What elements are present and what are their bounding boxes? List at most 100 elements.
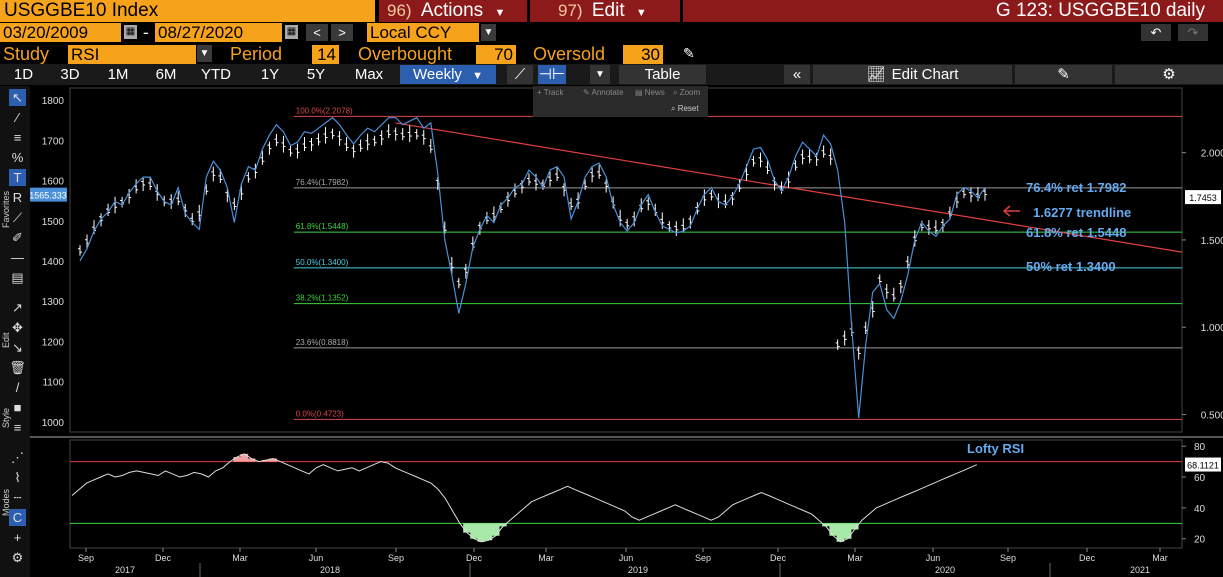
x-axis-year-label: 2019 bbox=[628, 565, 648, 575]
period-field[interactable]: 14 bbox=[312, 45, 339, 64]
left-axis-tick-label: 1600 bbox=[42, 177, 65, 188]
annotation-toolbar: ↖ ∕ ≡ % T R ⟋ ✐ — ▤ ↗ ✥ ↘ 🗑︎ / ■ ≡ ⋰ ⌇ ┄… bbox=[0, 86, 30, 577]
pencil-icon[interactable]: ✎ bbox=[683, 45, 695, 61]
zoom-button[interactable]: ⌕ Zoom bbox=[673, 88, 700, 98]
edit-pencil-icon[interactable]: ✎ bbox=[1015, 65, 1112, 84]
actions-menu[interactable]: 96) Actions ▼ bbox=[379, 0, 527, 22]
oversold-field[interactable]: 30 bbox=[623, 45, 663, 64]
start-date-field[interactable]: 03/20/2009 bbox=[0, 23, 121, 42]
bar-chart-icon[interactable]: ⊣⊢ bbox=[538, 65, 566, 84]
line-style-icon[interactable]: / bbox=[15, 380, 20, 395]
pen-icon: ✎ bbox=[583, 88, 592, 97]
right-axis-tick-label: 0.5000 bbox=[1201, 411, 1223, 422]
move-icon[interactable]: ✥ bbox=[12, 320, 23, 335]
table-button[interactable]: Table bbox=[619, 65, 706, 84]
x-axis-month-label: Jun bbox=[309, 553, 324, 563]
horizontal-line-icon[interactable]: — bbox=[11, 250, 24, 265]
chart-context-popup: + Track ✎ Annotate ▤ News ⌕ Zoom ⌕ Reset bbox=[533, 86, 708, 117]
fibonacci-tool-icon[interactable]: ≡ bbox=[13, 130, 22, 145]
reset-button[interactable]: ⌕ Reset bbox=[671, 104, 699, 114]
chart-area[interactable]: 1000 1100 1200 1300 1400 1500 1600 1700 1800 1565… bbox=[30, 86, 1223, 577]
line-weight-icon[interactable]: ≡ bbox=[13, 420, 22, 435]
edit-chart-label: Edit Chart bbox=[891, 66, 959, 83]
chevron-down-icon[interactable]: ▼ bbox=[590, 65, 610, 84]
currency-select[interactable]: Local CCY bbox=[367, 23, 479, 42]
line-chart-icon[interactable]: ⟋ bbox=[507, 65, 533, 84]
chevron-down-icon[interactable]: ▼ bbox=[481, 24, 496, 41]
track-button[interactable]: + Track bbox=[537, 88, 563, 97]
range-button-6m[interactable]: 6M bbox=[155, 66, 177, 83]
annotate-button[interactable]: ✎ Annotate bbox=[583, 88, 624, 97]
left-axis-tick-label: 1200 bbox=[42, 337, 65, 348]
chevron-down-icon: ▼ bbox=[472, 70, 483, 82]
left-axis-tick-label: 1100 bbox=[42, 378, 64, 389]
edit-chart-button[interactable]: 📈︎ Edit Chart bbox=[813, 65, 1012, 84]
ticker-field[interactable]: USGGBE10 Index bbox=[0, 0, 375, 22]
x-axis-month-label: Dec bbox=[1079, 553, 1096, 563]
dotted-line-icon[interactable]: ⋰ bbox=[11, 450, 24, 465]
chevron-down-icon[interactable]: ▼ bbox=[197, 45, 212, 62]
range-button-1d[interactable]: 1D bbox=[13, 66, 34, 83]
annotation-arrow-icon bbox=[1002, 205, 1020, 217]
edit-menu[interactable]: 97) Edit ▼ bbox=[530, 0, 680, 22]
line-tool-icon[interactable]: ∕ bbox=[16, 110, 19, 125]
double-chevron-left-icon[interactable]: « bbox=[784, 65, 810, 84]
rsi-overbought-fill bbox=[233, 453, 277, 462]
chart-icon: 📈︎ bbox=[866, 66, 886, 83]
undo-button[interactable]: ↶ bbox=[1141, 24, 1171, 41]
news-label: News bbox=[644, 88, 665, 97]
range-button-ytd[interactable]: YTD bbox=[201, 66, 231, 83]
range-button-5y[interactable]: 5Y bbox=[306, 66, 326, 83]
arrow-icon[interactable]: ↗ bbox=[12, 300, 23, 315]
gap-icon[interactable]: ⌇ bbox=[14, 470, 21, 485]
annotation-50-ret: 50% ret 1.3400 bbox=[1026, 259, 1116, 274]
color-box-icon[interactable]: ■ bbox=[13, 400, 22, 415]
x-axis-month-label: Mar bbox=[232, 553, 248, 563]
redo-button[interactable]: ↷ bbox=[1178, 24, 1208, 41]
x-axis-year-label: 2018 bbox=[320, 565, 340, 575]
x-axis-year-label: 2020 bbox=[935, 565, 955, 575]
range-button-3d[interactable]: 3D bbox=[60, 66, 80, 83]
period-label: Period bbox=[230, 44, 283, 64]
trash-icon[interactable]: 🗑︎ bbox=[9, 360, 26, 375]
annotation-76-ret: 76.4% ret 1.7982 bbox=[1026, 180, 1126, 195]
range-button-max[interactable]: Max bbox=[354, 66, 384, 83]
rsi-axis-tick-label: 80 bbox=[1194, 442, 1206, 453]
x-axis-month-label: Sep bbox=[388, 553, 404, 563]
range-button-1y[interactable]: 1Y bbox=[260, 66, 280, 83]
crosshair-icon[interactable]: + bbox=[13, 530, 22, 545]
percent-tool-icon[interactable]: % bbox=[11, 150, 24, 165]
gear-icon[interactable]: ⚙ bbox=[1115, 65, 1223, 84]
calendar-icon[interactable]: ▦ bbox=[124, 25, 137, 39]
news-button[interactable]: ▤ News bbox=[635, 88, 665, 97]
magnet-icon[interactable]: C bbox=[9, 509, 26, 526]
calendar-icon[interactable]: ▦ bbox=[285, 25, 298, 39]
rsi-last-value-box bbox=[1185, 457, 1221, 472]
annotation-trendline: 1.6277 trendline bbox=[1033, 205, 1131, 220]
pen-icon[interactable]: ✐ bbox=[12, 230, 23, 245]
diagonal-arrow-icon[interactable]: ↘ bbox=[12, 340, 23, 355]
ruler-icon[interactable]: R bbox=[12, 190, 23, 205]
frequency-select[interactable]: Weekly ▼ bbox=[400, 65, 496, 84]
text-tool-icon[interactable]: ▤ bbox=[11, 270, 24, 285]
zoom-label: Zoom bbox=[679, 88, 701, 97]
trend-tool-icon[interactable]: T bbox=[9, 169, 26, 186]
range-button-1m[interactable]: 1M bbox=[107, 66, 129, 83]
settings-icon[interactable]: ⚙ bbox=[11, 550, 24, 565]
left-axis-tick-label: 1000 bbox=[42, 418, 65, 429]
overbought-field[interactable]: 70 bbox=[476, 45, 516, 64]
previous-button[interactable]: < bbox=[306, 24, 328, 41]
end-date-field[interactable]: 08/27/2020 bbox=[155, 23, 282, 42]
reset-label: Reset bbox=[677, 104, 699, 113]
dash-icon[interactable]: ┄ bbox=[13, 490, 22, 505]
next-button[interactable]: > bbox=[331, 24, 353, 41]
x-axis-month-label: Sep bbox=[1000, 553, 1016, 563]
search-icon: ⌕ bbox=[671, 104, 678, 113]
study-select[interactable]: RSI bbox=[68, 45, 196, 64]
annotation-61-ret: 61.8% ret 1.5448 bbox=[1026, 225, 1126, 240]
favorites-label: Favorites bbox=[1, 190, 11, 228]
fib-level-label: 76.4%(1.7982) bbox=[296, 178, 349, 187]
cursor-icon[interactable]: ↖ bbox=[9, 89, 26, 106]
brush-icon[interactable]: ⟋ bbox=[12, 210, 23, 225]
edit-label: Edit bbox=[1, 332, 11, 348]
